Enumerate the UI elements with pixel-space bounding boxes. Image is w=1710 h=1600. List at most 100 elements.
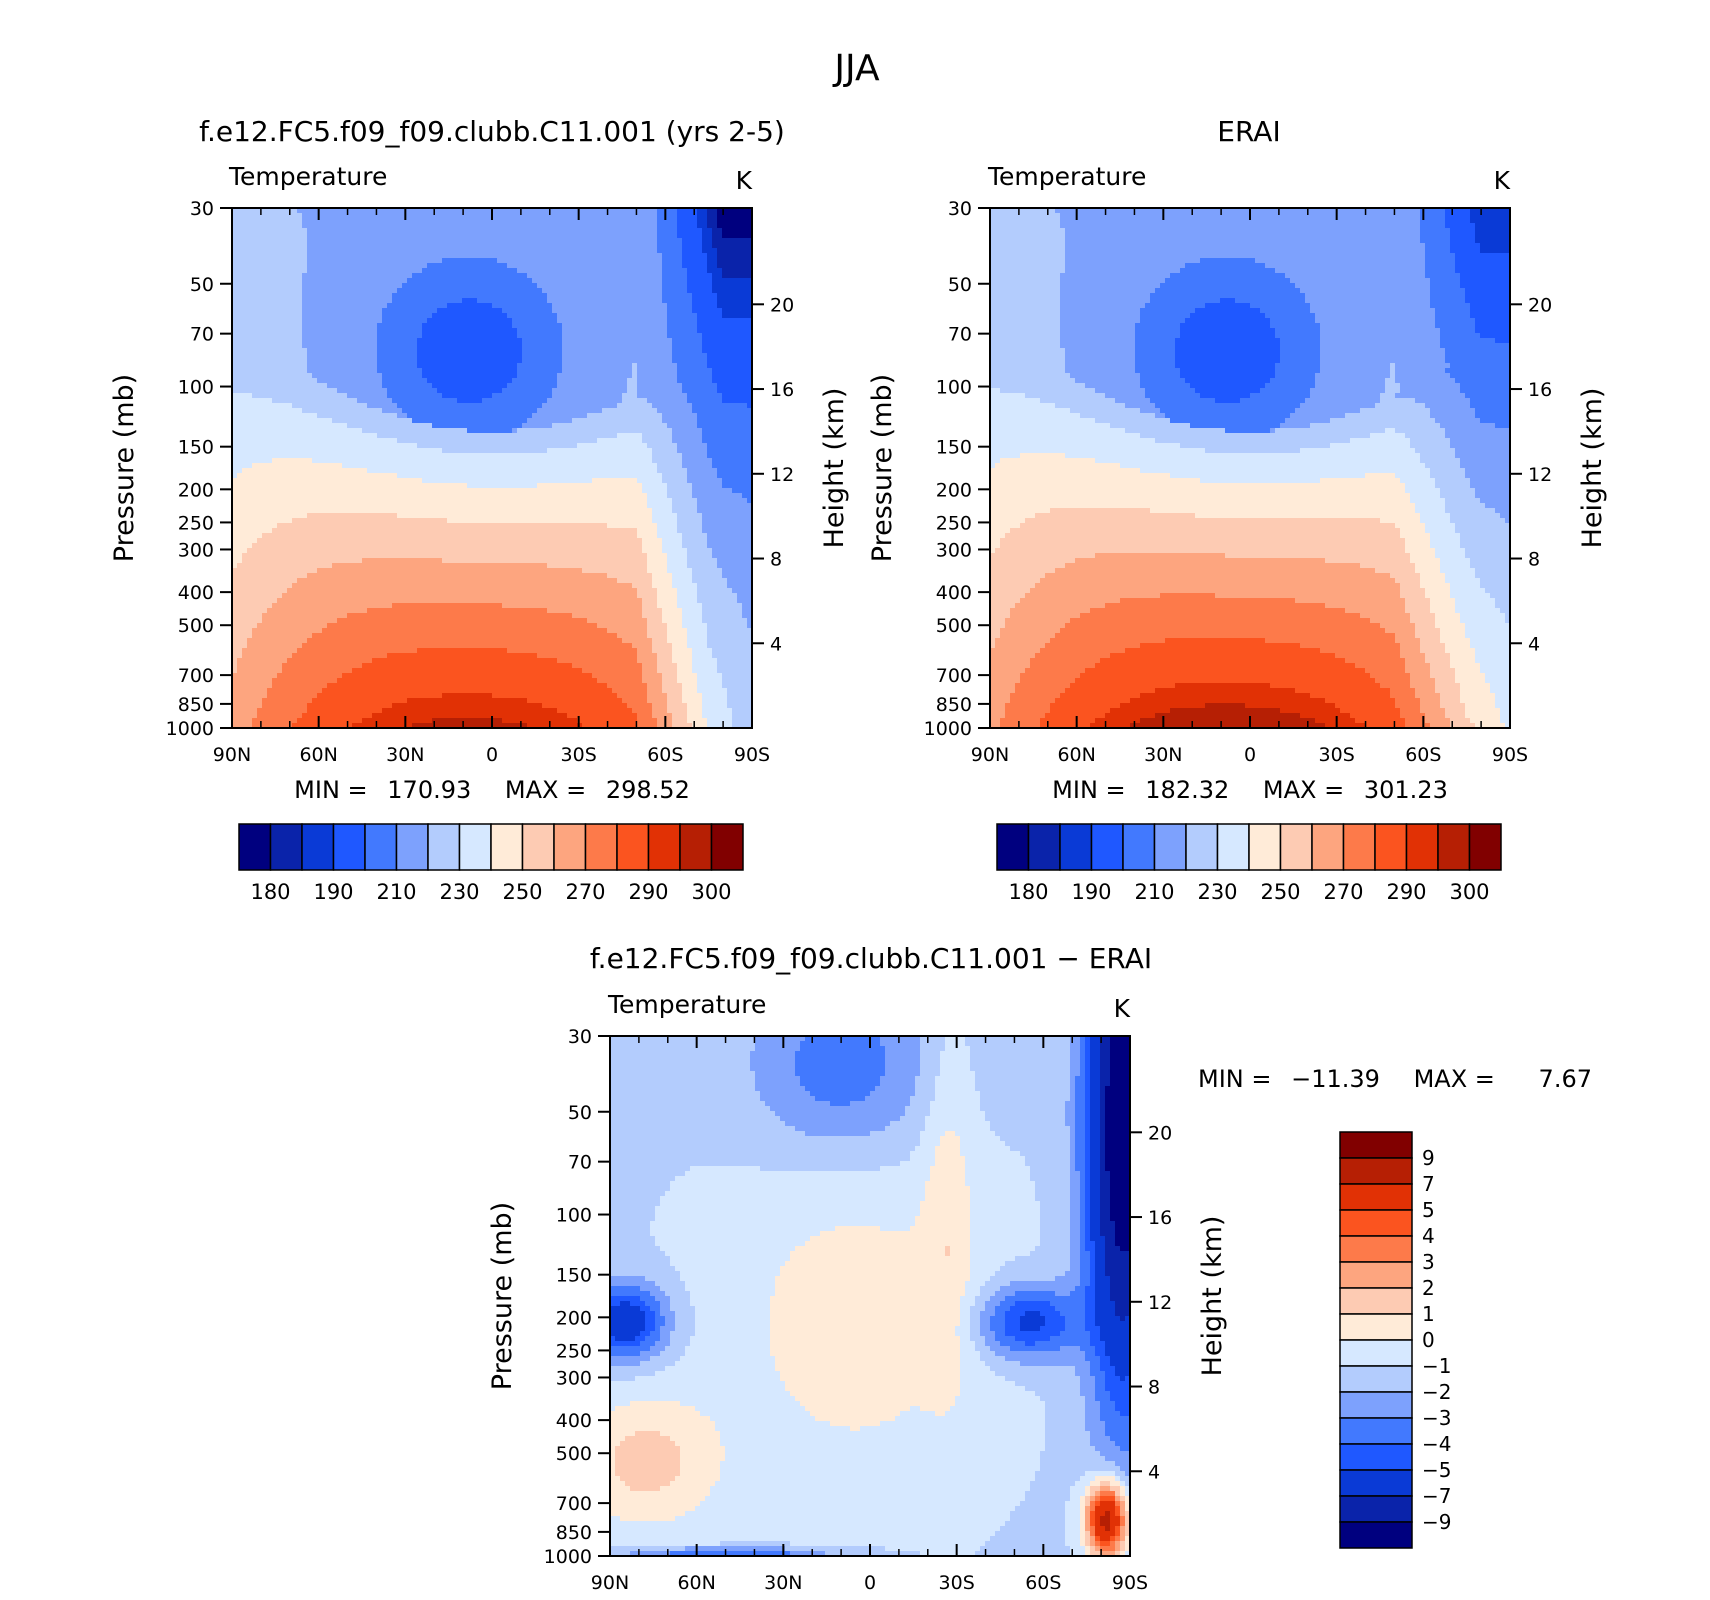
- contour-cell: [970, 1276, 991, 1282]
- contour-cell: [1090, 1541, 1096, 1547]
- contour-cell: [985, 1336, 996, 1342]
- contour-cell: [1435, 678, 1456, 684]
- contour-cell: [722, 233, 752, 239]
- contour-cell: [1080, 1221, 1086, 1227]
- contour-cell: [1085, 668, 1366, 674]
- contour-cell: [1155, 713, 1301, 719]
- contour-cell: [1075, 1161, 1086, 1167]
- contour-cell: [725, 1446, 1046, 1452]
- contour-cell: [232, 718, 253, 724]
- contour-cell: [680, 1471, 721, 1477]
- contour-cell: [945, 1046, 971, 1052]
- contour-cell: [687, 558, 718, 564]
- contour-cell: [1080, 1196, 1086, 1202]
- panel-model: f.e12.FC5.f09_f09.clubb.C11.001 (yrs 2-5…: [109, 115, 850, 904]
- contour-cell: [732, 588, 752, 594]
- x-tick-label: 0: [1244, 744, 1256, 766]
- contour-cell: [1395, 378, 1456, 384]
- contour-cell: [712, 288, 752, 294]
- contour-cell: [990, 658, 1031, 664]
- contour-cell: [615, 1336, 636, 1342]
- contour-cell: [650, 1231, 821, 1237]
- contour-cell: [880, 1076, 916, 1082]
- y-tick-label: 50: [568, 1102, 592, 1124]
- contour-cell: [915, 1076, 936, 1082]
- contour-cell: [232, 438, 398, 444]
- contour-cell: [950, 1251, 971, 1257]
- contour-cell: [1100, 1551, 1116, 1556]
- contour-cell: [1065, 228, 1421, 234]
- colorbar-label: 7: [1422, 1172, 1435, 1196]
- contour-cell: [1110, 1516, 1121, 1522]
- contour-cell: [700, 1501, 1021, 1507]
- contour-cell: [307, 248, 658, 254]
- contour-cell: [517, 373, 558, 379]
- x-tick-label: 30N: [1144, 744, 1182, 766]
- contour-cell: [1070, 1236, 1081, 1242]
- contour-cell: [915, 1146, 936, 1152]
- contour-cell: [990, 563, 1066, 569]
- contour-cell: [667, 328, 698, 334]
- contour-cell: [582, 668, 643, 674]
- contour-cell: [1220, 298, 1236, 304]
- contour-cell: [1460, 463, 1510, 469]
- contour-cell: [1005, 1331, 1061, 1337]
- contour-cell: [1100, 1171, 1111, 1177]
- contour-cell: [592, 478, 638, 484]
- contour-cell: [1120, 703, 1206, 709]
- contour-cell: [990, 338, 1061, 344]
- contour-cell: [702, 343, 752, 349]
- contour-cell: [975, 1076, 1071, 1082]
- contour-cell: [1055, 698, 1131, 704]
- contour-cell: [642, 433, 673, 439]
- contour-cell: [1400, 593, 1426, 599]
- contour-cell: [687, 278, 713, 284]
- contour-cell: [1075, 1366, 1091, 1372]
- contour-cell: [1175, 683, 1271, 689]
- contour-cell: [990, 638, 996, 644]
- contour-cell: [1065, 258, 1201, 264]
- contour-cell: [1105, 713, 1156, 719]
- contour-cell: [422, 478, 593, 484]
- contour-cell: [232, 543, 253, 549]
- contour-cell: [1090, 1066, 1101, 1072]
- contour-cell: [675, 1516, 1011, 1522]
- contour-cell: [412, 418, 528, 424]
- contour-cell: [1305, 298, 1431, 304]
- contour-cell: [1060, 308, 1141, 314]
- contour-cell: [1420, 238, 1451, 244]
- colorbar-box: [1090, 823, 1124, 871]
- contour-cell: [1460, 458, 1510, 464]
- contour-cell: [622, 393, 638, 399]
- contour-cell: [722, 313, 752, 319]
- contour-cell: [232, 243, 308, 249]
- contour-cell: [652, 448, 678, 454]
- contour-cell: [1100, 1406, 1116, 1412]
- contour-cell: [1105, 1376, 1121, 1382]
- contour-cell: [960, 1371, 996, 1377]
- contour-cell: [755, 1076, 801, 1082]
- contour-cell: [687, 478, 723, 484]
- contour-cell: [417, 443, 578, 449]
- contour-cell: [995, 638, 1051, 644]
- contour-cell: [277, 673, 343, 679]
- contour-cell: [1085, 1516, 1091, 1522]
- y-tick-label: 300: [936, 539, 972, 561]
- contour-cell: [1140, 468, 1431, 474]
- contour-cell: [1325, 723, 1366, 728]
- contour-cell: [562, 328, 668, 334]
- contour-cell: [1380, 683, 1411, 689]
- contour-cell: [677, 363, 708, 369]
- contour-cell: [647, 683, 663, 689]
- contour-cell: [232, 653, 243, 659]
- contour-cell: [620, 1516, 676, 1522]
- contour-cell: [377, 338, 418, 344]
- contour-cell: [1100, 1066, 1111, 1072]
- contour-cell: [1105, 603, 1326, 609]
- colorbar-label: 0: [1422, 1328, 1435, 1352]
- contour-cell: [1445, 353, 1510, 359]
- y2-axis-label-diff: Height (km): [1197, 1216, 1228, 1377]
- contour-cell: [1425, 248, 1451, 254]
- contour-cell: [1080, 1381, 1096, 1387]
- contour-cell: [1275, 333, 1321, 339]
